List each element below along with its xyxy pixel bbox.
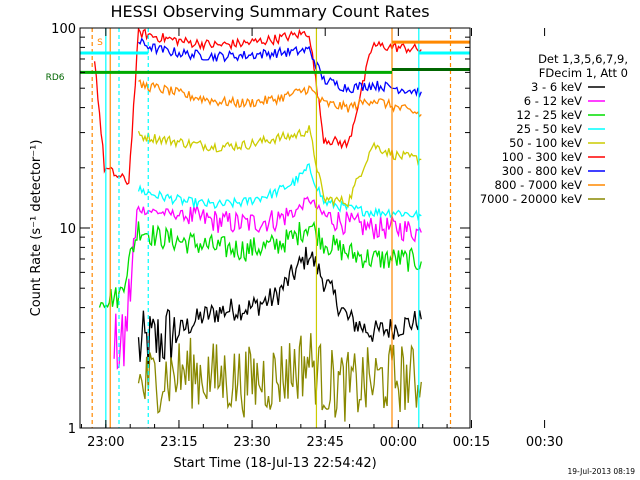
legend-label-6: 300 - 800 keV <box>502 164 582 178</box>
timestamp-label: 19-Jul-2013 08:19 <box>567 467 635 476</box>
y-tick-label-1: 10 <box>59 222 76 237</box>
series-layer <box>93 28 422 422</box>
x-tick-label-2: 23:30 <box>233 435 270 450</box>
legend-label-1: 6 - 12 keV <box>524 94 582 108</box>
x-tick-label-0: 23:00 <box>87 435 124 450</box>
y-axis: 100 10 1 <box>51 22 470 437</box>
series-line-8 <box>137 333 422 422</box>
legend: Det 1,3,5,6,7,9,FDecim 1, Att 03 - 6 keV… <box>480 52 628 206</box>
y-tick-label-0: 100 <box>51 22 76 37</box>
series-line-6 <box>138 37 422 99</box>
y-axis-title: Count Rate (s⁻¹ detector⁻¹) <box>29 140 44 317</box>
chart-title: HESSI Observing Summary Count Rates <box>110 2 429 21</box>
series-line-5 <box>93 28 422 186</box>
legend-header-0: Det 1,3,5,6,7,9, <box>538 52 628 66</box>
legend-header-1: FDecim 1, Att 0 <box>539 66 628 80</box>
flag-label-0: S <box>97 38 103 48</box>
x-tick-label-6: 00:30 <box>526 435 563 450</box>
x-tick-label-4: 00:00 <box>380 435 417 450</box>
legend-label-4: 50 - 100 keV <box>509 136 582 150</box>
series-line-0 <box>137 246 422 369</box>
series-line-2 <box>98 220 422 309</box>
x-tick-label-5: 00:15 <box>453 435 490 450</box>
x-tick-label-1: 23:15 <box>160 435 197 450</box>
legend-label-8: 7000 - 20000 keV <box>480 192 582 206</box>
legend-label-3: 25 - 50 keV <box>516 122 582 136</box>
x-tick-label-3: 23:45 <box>306 435 343 450</box>
legend-label-0: 3 - 6 keV <box>531 80 582 94</box>
series-line-1 <box>113 196 422 370</box>
flag-label-1: RD6 <box>46 73 65 83</box>
overlay-layer <box>80 28 470 428</box>
y-tick-label-2: 1 <box>68 422 76 437</box>
series-line-7 <box>138 79 422 118</box>
legend-label-5: 100 - 300 keV <box>502 150 582 164</box>
legend-label-7: 800 - 7000 keV <box>494 178 582 192</box>
legend-label-2: 12 - 25 keV <box>516 108 582 122</box>
series-line-3 <box>137 163 422 221</box>
x-axis: 23:00 23:15 23:30 23:45 00:00 00:15 00:30 <box>80 28 563 450</box>
series-line-4 <box>137 125 422 208</box>
x-axis-title: Start Time (18-Jul-13 22:54:42) <box>173 456 376 471</box>
